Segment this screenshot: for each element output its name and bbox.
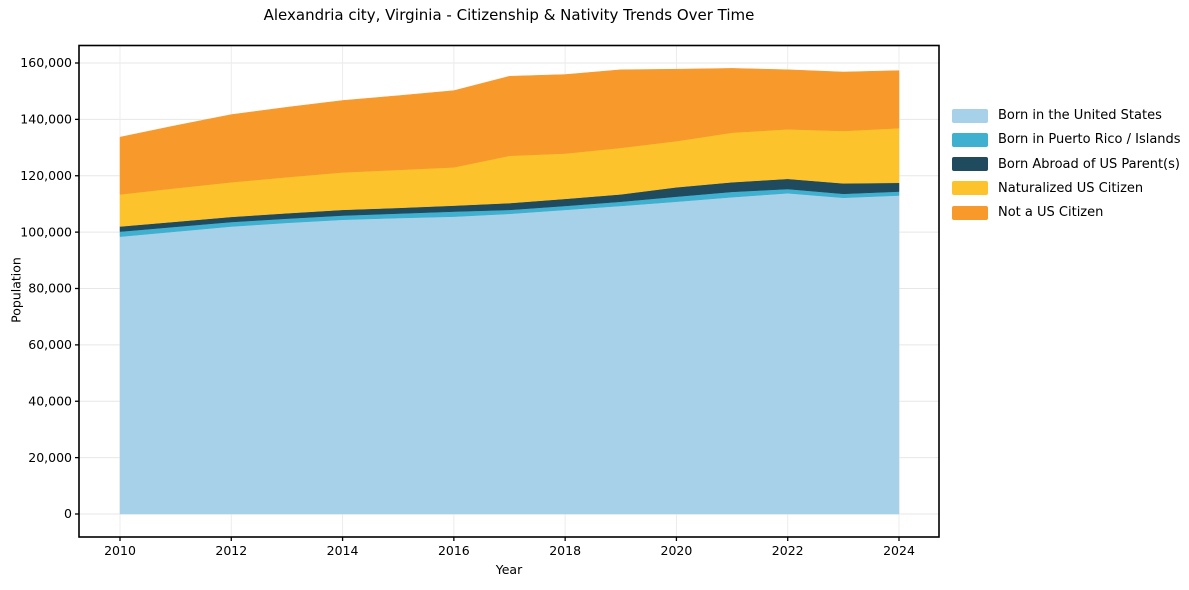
y-tick-label: 140,000 <box>20 112 72 127</box>
legend-label: Born in Puerto Rico / Islands <box>998 132 1181 148</box>
x-tick-label: 2018 <box>549 543 581 558</box>
y-tick-label: 20,000 <box>28 450 72 465</box>
y-tick-label: 120,000 <box>20 168 72 183</box>
y-tick-label: 40,000 <box>28 393 72 408</box>
chart-title: Alexandria city, Virginia - Citizenship … <box>263 6 755 24</box>
x-tick-label: 2022 <box>772 543 804 558</box>
x-tick-label: 2024 <box>883 543 915 558</box>
legend-swatch-icon <box>952 181 988 196</box>
legend-item: Not a US Citizen <box>952 205 1181 220</box>
y-tick-label: 160,000 <box>20 55 72 70</box>
legend-item: Born Abroad of US Parent(s) <box>952 157 1181 172</box>
y-tick-label: 100,000 <box>20 224 72 239</box>
legend-label: Born Abroad of US Parent(s) <box>998 156 1180 172</box>
axes-box <box>78 44 940 538</box>
x-axis-label: Year <box>495 562 523 577</box>
x-tick-label: 2014 <box>327 543 359 558</box>
legend-item: Born in Puerto Rico / Islands <box>952 132 1181 147</box>
legend-label: Born in the United States <box>998 108 1162 123</box>
x-tick-label: 2020 <box>661 543 693 558</box>
legend-swatch-icon <box>952 205 988 220</box>
x-tick-label: 2012 <box>215 543 247 558</box>
area-born-in-the-united-states <box>119 192 900 515</box>
area-not-a-us-citizen <box>119 68 900 195</box>
legend: Born in the United States Born in Puerto… <box>952 108 1181 229</box>
y-tick-label: 0 <box>64 506 72 521</box>
y-tick-label: 60,000 <box>28 337 72 352</box>
legend-swatch-icon <box>952 108 988 123</box>
legend-item: Naturalized US Citizen <box>952 181 1181 196</box>
legend-swatch-icon <box>952 157 988 172</box>
legend-label: Naturalized US Citizen <box>998 180 1144 196</box>
x-tick-label: 2010 <box>104 543 136 558</box>
x-tick-label: 2016 <box>438 543 470 558</box>
legend-label: Not a US Citizen <box>998 205 1104 221</box>
y-tick-label: 80,000 <box>28 281 72 296</box>
legend-item: Born in the United States <box>952 108 1181 123</box>
legend-swatch-icon <box>952 132 988 147</box>
